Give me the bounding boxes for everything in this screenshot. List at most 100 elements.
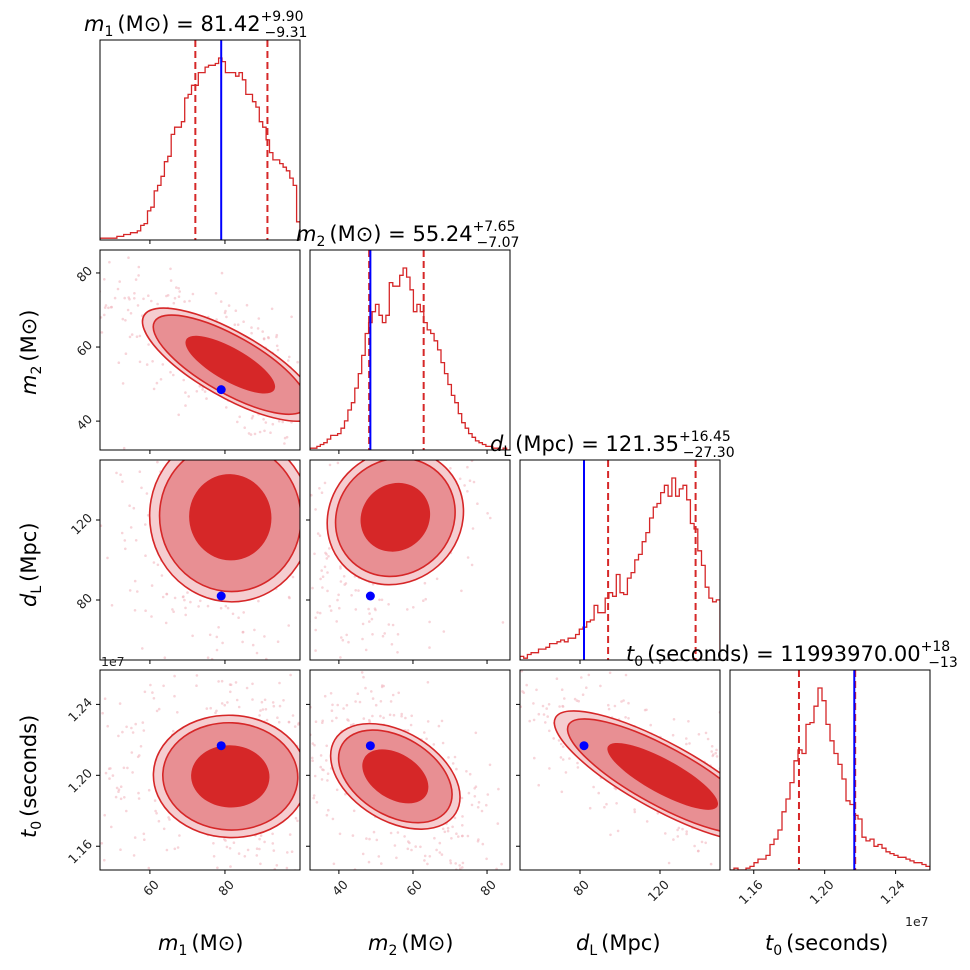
sample-point: [108, 777, 111, 780]
sample-point: [461, 866, 464, 869]
sample-point: [458, 455, 461, 458]
sample-point: [495, 405, 498, 408]
sample-point: [288, 355, 291, 359]
sample-point: [649, 723, 652, 727]
sample-point: [312, 786, 315, 789]
sample-point: [289, 619, 292, 622]
sample-point: [329, 318, 332, 321]
truth-point: [365, 741, 375, 751]
sample-point: [324, 411, 327, 414]
sample-point: [325, 744, 329, 748]
sample-point: [114, 795, 118, 799]
sample-point: [307, 413, 310, 416]
sample-point: [423, 859, 426, 862]
sample-point: [461, 341, 464, 344]
sample-point: [166, 294, 170, 297]
sample-point: [371, 714, 374, 718]
sample-point: [321, 768, 324, 771]
sample-point: [291, 709, 294, 712]
sample-point: [70, 584, 73, 587]
sample-point: [403, 348, 406, 351]
sample-point: [447, 756, 450, 759]
sample-point: [495, 334, 498, 337]
sample-point: [450, 446, 453, 449]
sample-point: [300, 662, 303, 665]
sample-point: [250, 326, 253, 329]
sample-point: [525, 896, 528, 899]
sample-point: [434, 355, 437, 358]
sample-point: [271, 422, 275, 426]
sample-point: [466, 834, 470, 838]
sample-point: [313, 552, 316, 556]
sample-point: [343, 436, 346, 439]
sample-point: [156, 302, 159, 306]
sample-point: [175, 286, 178, 289]
sample-point: [55, 467, 58, 470]
sample-point: [293, 880, 296, 883]
sample-point: [312, 796, 316, 800]
sample-point: [177, 287, 180, 290]
sample-point: [527, 400, 530, 403]
sample-point: [399, 408, 402, 411]
sample-point: [724, 766, 727, 769]
sample-point: [128, 504, 131, 508]
sample-point: [358, 700, 362, 704]
sample-point: [241, 410, 244, 413]
sample-point: [544, 721, 547, 724]
sample-point: [240, 674, 243, 677]
sample-point: [320, 644, 323, 647]
sample-point: [332, 862, 336, 866]
sample-point: [128, 335, 132, 339]
sample-point: [250, 331, 253, 335]
sample-point: [314, 508, 317, 511]
sample-point: [704, 731, 708, 735]
sample-point: [100, 331, 104, 334]
sample-point: [500, 862, 503, 866]
sample-point: [271, 452, 274, 455]
sample-point: [514, 884, 517, 887]
sample-point: [243, 855, 247, 858]
histogram-step-dL: [520, 477, 720, 660]
sample-point: [340, 843, 343, 846]
sample-point: [141, 721, 145, 724]
sample-point: [335, 788, 339, 792]
sample-point: [380, 598, 384, 602]
sample-point: [470, 563, 474, 567]
sample-point: [531, 622, 534, 625]
sample-point: [129, 312, 133, 315]
sample-point: [389, 674, 392, 677]
sample-point: [789, 912, 792, 915]
sample-point: [563, 697, 566, 700]
sample-point: [313, 439, 316, 442]
sample-point: [404, 333, 407, 336]
sample-point: [466, 377, 469, 380]
sample-point: [409, 723, 413, 727]
sample-point: [467, 791, 471, 795]
sample-point: [352, 464, 355, 467]
sample-point: [108, 712, 111, 715]
sample-point: [608, 671, 612, 675]
sample-point: [285, 435, 289, 439]
sample-point: [700, 840, 704, 844]
truth-point: [216, 741, 226, 751]
sample-point: [264, 421, 268, 424]
sample-point: [446, 829, 450, 833]
sample-point: [440, 719, 444, 723]
sample-point: [62, 778, 65, 781]
sample-point: [294, 816, 298, 820]
sample-point: [439, 417, 442, 420]
sample-point: [743, 806, 746, 809]
sample-point: [325, 416, 328, 419]
x-tick-label-t0: 1.16: [735, 877, 765, 907]
sample-point: [323, 701, 326, 704]
sample-point: [324, 826, 327, 829]
sample-point: [314, 415, 317, 418]
sample-point: [793, 851, 796, 854]
sample-point: [133, 609, 137, 612]
sample-point: [557, 739, 561, 742]
sample-point: [317, 894, 320, 897]
sample-point: [339, 399, 342, 402]
sample-point: [479, 315, 482, 318]
sample-point: [199, 454, 202, 457]
sample-point: [681, 827, 684, 831]
